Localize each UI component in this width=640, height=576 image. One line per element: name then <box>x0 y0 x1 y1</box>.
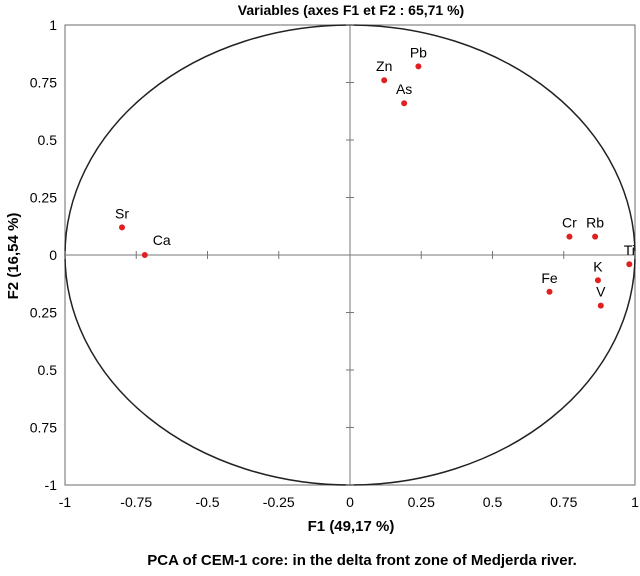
y-tick-label: 0.75 <box>30 75 57 91</box>
point-rb <box>592 233 599 240</box>
x-tick-label: 0.75 <box>550 494 577 510</box>
x-tick-label: 1 <box>631 494 639 510</box>
figure-caption: PCA of CEM-1 core: in the delta front zo… <box>147 552 577 569</box>
point-label-ca: Ca <box>153 232 171 248</box>
y-tick-label: -1 <box>45 477 58 493</box>
point-pb <box>415 63 422 70</box>
x-axis-label: F1 (49,17 %) <box>308 518 395 535</box>
x-tick-label: -1 <box>59 494 72 510</box>
x-tick-label: -0.75 <box>120 494 152 510</box>
point-label-sr: Sr <box>115 205 129 221</box>
point-label-zn: Zn <box>376 58 392 74</box>
chart-title: Variables (axes F1 et F2 : 65,71 %) <box>238 2 464 18</box>
point-label-ti: Ti <box>624 242 635 258</box>
point-cr <box>566 233 573 240</box>
x-axis-ticks: -1 -0.75 -0.5 -0.25 0 0.25 0.5 0.75 1 <box>59 251 639 510</box>
x-tick-label: 0 <box>346 494 354 510</box>
point-label-k: K <box>593 258 603 274</box>
y-tick-label: 0.5 <box>38 362 58 378</box>
point-v <box>597 302 604 309</box>
y-tick-label: 0.75 <box>30 420 57 436</box>
y-tick-label: 0.25 <box>30 305 57 321</box>
point-label-cr: Cr <box>562 215 577 231</box>
point-ca <box>141 252 148 258</box>
y-tick-label: 1 <box>49 17 57 33</box>
point-label-v: V <box>596 284 606 300</box>
x-tick-label: -0.25 <box>263 494 295 510</box>
point-label-as: As <box>396 81 412 97</box>
y-axis-ticks: 1 0.75 0.5 0.25 0 0.25 0.5 0.75 -1 <box>30 17 354 493</box>
point-label-pb: Pb <box>410 44 427 60</box>
y-tick-label: 0.25 <box>30 190 57 206</box>
point-fe <box>546 288 553 295</box>
y-tick-label: 0.5 <box>38 132 58 148</box>
point-label-rb: Rb <box>586 215 604 231</box>
point-label-fe: Fe <box>541 270 558 286</box>
point-sr <box>119 224 125 231</box>
y-axis-label: F2 (16,54 %) <box>5 213 22 300</box>
point-ti <box>626 261 633 268</box>
y-tick-label: 0 <box>49 247 57 263</box>
x-tick-label: 0.25 <box>408 494 435 510</box>
point-zn <box>381 77 388 84</box>
x-tick-label: 0.5 <box>483 494 503 510</box>
point-k <box>594 277 601 284</box>
point-as <box>401 100 408 107</box>
x-tick-label: -0.5 <box>195 494 219 510</box>
